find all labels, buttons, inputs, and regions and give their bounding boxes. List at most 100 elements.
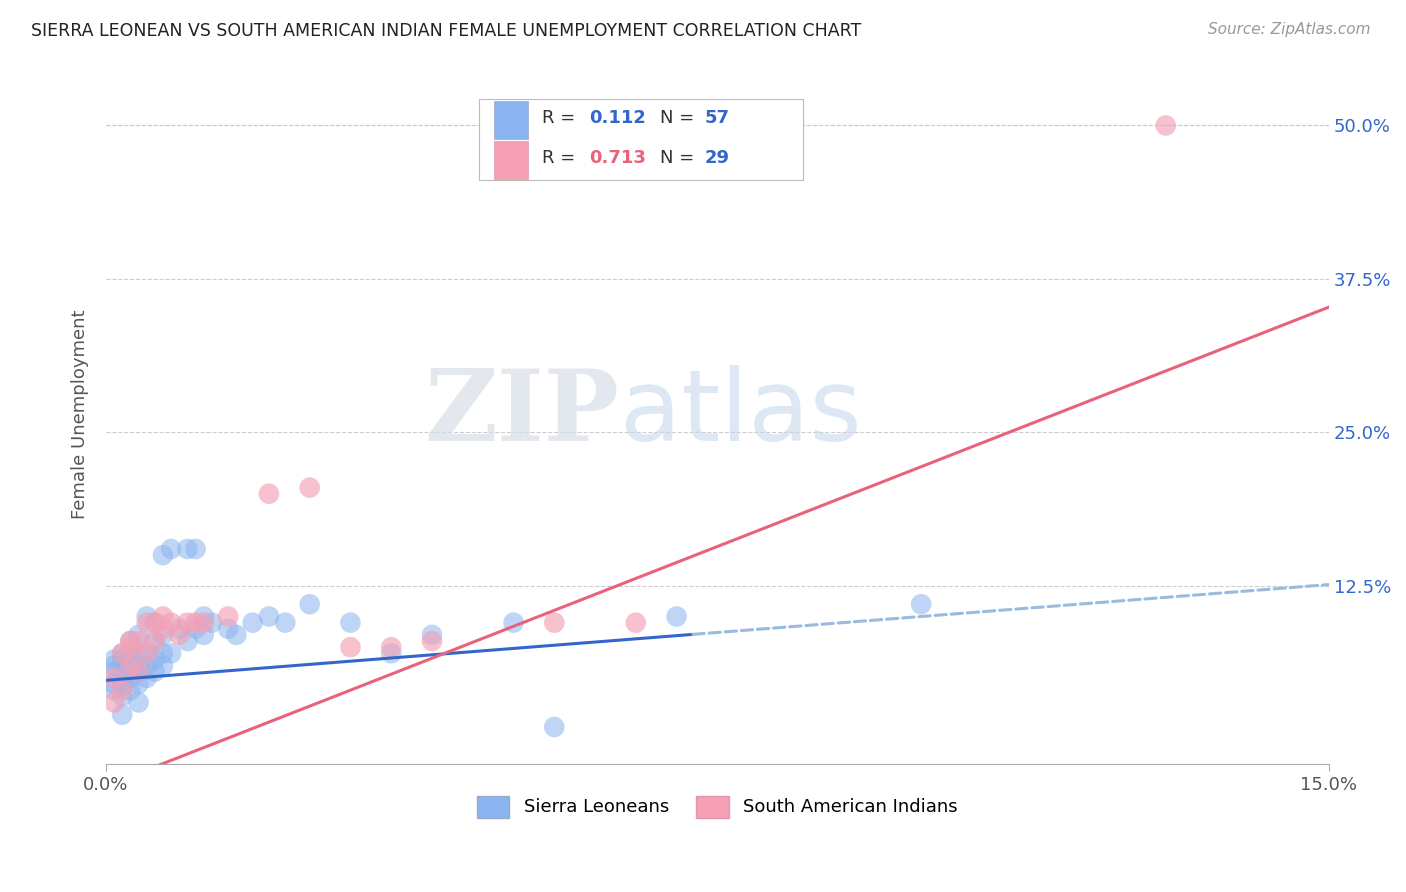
Point — [274, 615, 297, 630]
Point — [184, 622, 207, 636]
Point — [152, 628, 174, 642]
Point — [135, 658, 157, 673]
Point — [128, 665, 150, 679]
Text: 29: 29 — [704, 149, 730, 168]
Point — [665, 609, 688, 624]
Point — [152, 658, 174, 673]
Text: R =: R = — [543, 109, 582, 127]
Point — [143, 665, 166, 679]
FancyBboxPatch shape — [479, 99, 803, 179]
Legend: Sierra Leoneans, South American Indians: Sierra Leoneans, South American Indians — [470, 789, 965, 825]
Point — [160, 646, 183, 660]
Point — [111, 677, 134, 691]
Point — [111, 646, 134, 660]
Point — [143, 652, 166, 666]
Point — [103, 671, 125, 685]
Point — [217, 609, 239, 624]
Point — [298, 597, 321, 611]
Point — [201, 615, 224, 630]
Y-axis label: Female Unemployment: Female Unemployment — [72, 310, 89, 518]
Point — [160, 541, 183, 556]
Point — [339, 615, 361, 630]
Text: ZIP: ZIP — [425, 366, 620, 462]
Point — [103, 677, 125, 691]
Point — [103, 665, 125, 679]
FancyBboxPatch shape — [494, 101, 527, 139]
Point — [143, 634, 166, 648]
Point — [152, 609, 174, 624]
Point — [624, 615, 647, 630]
Point — [128, 628, 150, 642]
Point — [135, 646, 157, 660]
Point — [1154, 119, 1177, 133]
Text: N =: N = — [659, 149, 700, 168]
Point — [143, 615, 166, 630]
Point — [380, 646, 402, 660]
Point — [103, 683, 125, 698]
Point — [225, 628, 247, 642]
Text: atlas: atlas — [620, 366, 860, 462]
Point — [152, 548, 174, 562]
Text: Source: ZipAtlas.com: Source: ZipAtlas.com — [1208, 22, 1371, 37]
Point — [135, 615, 157, 630]
Point — [103, 658, 125, 673]
Point — [135, 646, 157, 660]
Point — [184, 541, 207, 556]
Point — [128, 646, 150, 660]
Point — [193, 609, 215, 624]
Point — [135, 609, 157, 624]
Point — [910, 597, 932, 611]
Point — [543, 720, 565, 734]
Point — [176, 634, 198, 648]
Point — [217, 622, 239, 636]
Point — [111, 665, 134, 679]
Point — [111, 690, 134, 704]
Text: 0.713: 0.713 — [589, 149, 645, 168]
Point — [120, 634, 142, 648]
Point — [128, 634, 150, 648]
Point — [257, 609, 280, 624]
Point — [120, 671, 142, 685]
Point — [128, 665, 150, 679]
Point — [128, 695, 150, 709]
Point — [103, 652, 125, 666]
Point — [120, 658, 142, 673]
Text: 0.112: 0.112 — [589, 109, 645, 127]
Point — [242, 615, 264, 630]
Point — [120, 646, 142, 660]
Point — [339, 640, 361, 655]
Point — [176, 541, 198, 556]
Point — [143, 634, 166, 648]
Point — [143, 615, 166, 630]
Text: SIERRA LEONEAN VS SOUTH AMERICAN INDIAN FEMALE UNEMPLOYMENT CORRELATION CHART: SIERRA LEONEAN VS SOUTH AMERICAN INDIAN … — [31, 22, 862, 40]
FancyBboxPatch shape — [494, 141, 527, 179]
Point — [543, 615, 565, 630]
Text: N =: N = — [659, 109, 700, 127]
Point — [152, 622, 174, 636]
Point — [103, 695, 125, 709]
Point — [169, 622, 191, 636]
Point — [176, 615, 198, 630]
Point — [193, 628, 215, 642]
Point — [257, 487, 280, 501]
Text: 57: 57 — [704, 109, 730, 127]
Point — [184, 615, 207, 630]
Point — [380, 640, 402, 655]
Point — [120, 683, 142, 698]
Point — [111, 707, 134, 722]
Point — [128, 658, 150, 673]
Point — [120, 658, 142, 673]
Point — [160, 615, 183, 630]
Point — [193, 615, 215, 630]
Point — [169, 628, 191, 642]
Point — [120, 634, 142, 648]
Point — [420, 628, 443, 642]
Point — [111, 652, 134, 666]
Point — [128, 677, 150, 691]
Point — [152, 646, 174, 660]
Point — [502, 615, 524, 630]
Point — [111, 646, 134, 660]
Point — [120, 640, 142, 655]
Point — [111, 683, 134, 698]
Point — [298, 481, 321, 495]
